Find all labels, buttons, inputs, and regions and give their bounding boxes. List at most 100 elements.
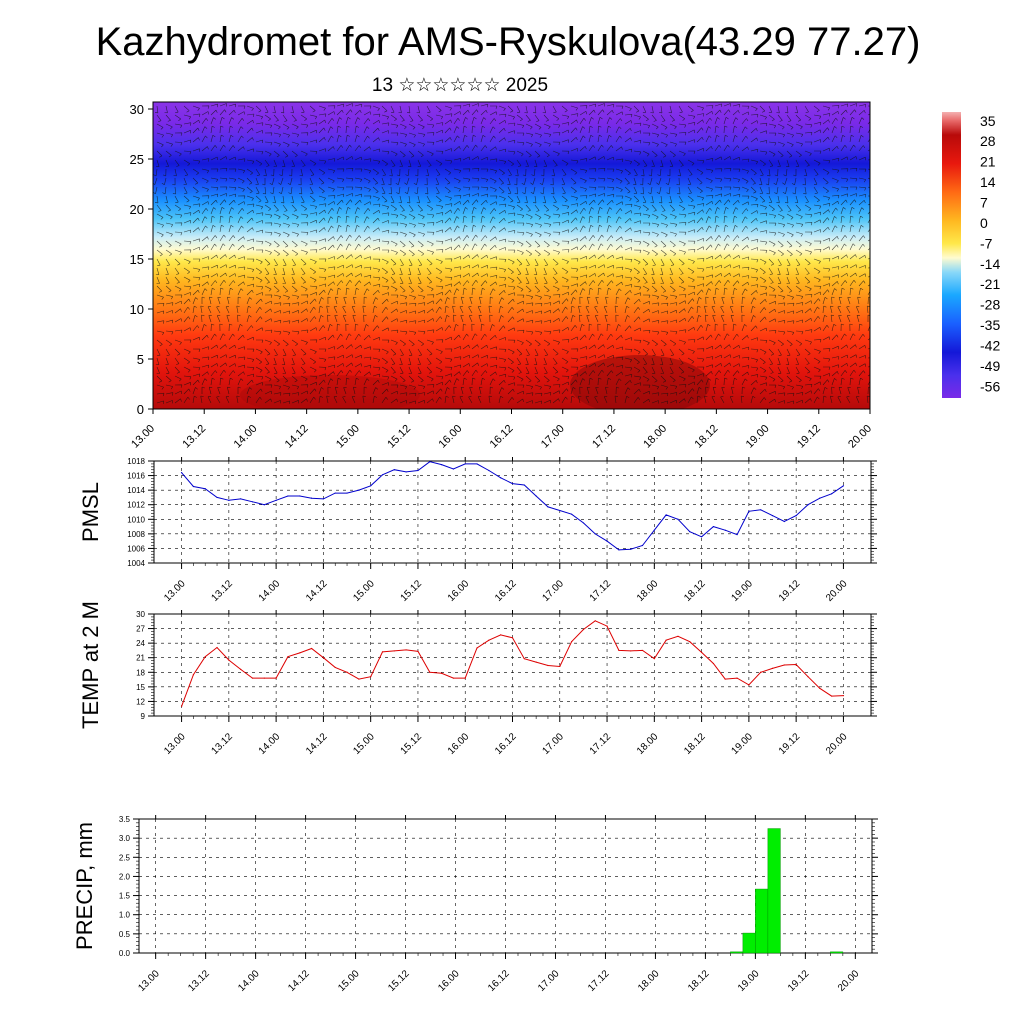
section-x-tick-label: 18.12	[693, 423, 721, 451]
temp-point	[192, 674, 194, 676]
temp-point	[748, 684, 750, 686]
temp-point	[240, 668, 242, 670]
temp-point	[405, 649, 407, 651]
section-y-tick-label: 15	[130, 252, 144, 267]
temp-point	[500, 634, 502, 636]
precip-x-tick-label: 14.12	[286, 968, 312, 994]
pmsl-y-tick-label: 1004	[127, 559, 145, 568]
temp-point	[346, 671, 348, 673]
pmsl-x-tick-label: 15.00	[351, 578, 377, 604]
pmsl-point	[334, 492, 336, 494]
temp-point	[417, 650, 419, 653]
pmsl-y-tick-label: 1012	[127, 501, 145, 510]
temp-point	[677, 635, 679, 637]
temp-x-tick-label: 19.12	[777, 731, 803, 757]
temp-point	[665, 639, 667, 641]
section-y-tick-label: 30	[130, 102, 144, 117]
pmsl-point	[275, 499, 277, 501]
section-x-tick-label: 17.00	[539, 423, 567, 451]
pmsl-panel: 1004 1006 1008 1010 1012 1014 1016 1018 13.00 13.…	[78, 457, 877, 604]
pmsl-point	[535, 495, 537, 497]
pmsl-point	[748, 510, 750, 512]
pmsl-point	[700, 536, 703, 538]
section-x-tick-label: 19.12	[795, 423, 823, 451]
pmsl-point	[511, 482, 514, 485]
temp-point	[712, 662, 715, 665]
temp-point	[594, 620, 596, 622]
pmsl-point	[287, 495, 289, 497]
pmsl-point	[641, 544, 644, 547]
precip-x-tick-label: 13.00	[136, 968, 162, 994]
temp-point	[228, 659, 230, 661]
temp-point	[582, 628, 585, 631]
temp-y-tick-label: 24	[136, 639, 145, 648]
colorbar: 35 28 21 14 7 0 -7 -14 -21 -28 -35 -42 -49 -56	[942, 112, 1000, 398]
section-x-tick-label: 17.12	[590, 423, 618, 451]
section-x-tick-label: 13.12	[180, 423, 208, 451]
temp-x-tick-label: 17.12	[588, 731, 614, 757]
temp-point	[263, 677, 265, 679]
pmsl-point	[500, 477, 502, 479]
section-y-tick-label: 25	[130, 152, 144, 167]
temp-point	[275, 677, 277, 679]
precip-x-tick-label: 16.12	[486, 968, 512, 994]
pmsl-point	[559, 509, 561, 512]
precip-x-tick-label: 19.12	[786, 968, 812, 994]
precip-y-tick-label: 0.5	[119, 930, 131, 939]
pmsl-y-tick-label: 1006	[127, 544, 145, 553]
pmsl-x-tick-label: 19.00	[730, 578, 756, 604]
colorbar-label: -7	[980, 235, 993, 251]
section-x-tick-label: 15.12	[385, 423, 413, 451]
temp-point	[287, 656, 289, 658]
pmsl-point	[381, 474, 384, 476]
temp-point	[760, 671, 762, 673]
temp-point	[736, 677, 738, 679]
section-x-tick-label: 19.00	[744, 423, 772, 451]
pmsl-x-tick-label: 13.00	[162, 578, 188, 604]
temp-point	[358, 678, 360, 680]
temp-x-tick-label: 13.00	[162, 731, 188, 757]
precip-bar	[742, 932, 756, 954]
temp-point	[653, 658, 655, 660]
temp-point	[476, 647, 478, 649]
temp-point	[842, 695, 845, 697]
colorbar-label: -28	[980, 297, 1000, 313]
section-y-tick-label: 5	[137, 352, 144, 367]
section-x-tick-label: 18.00	[641, 423, 669, 451]
pmsl-point	[842, 485, 845, 487]
precip-x-tick-label: 13.12	[186, 968, 212, 994]
pmsl-point	[630, 548, 632, 550]
pmsl-x-tick-label: 20.00	[824, 578, 850, 604]
pmsl-grid	[154, 461, 871, 563]
temp-point	[535, 661, 537, 663]
pmsl-point	[180, 472, 183, 474]
pmsl-point	[736, 533, 738, 536]
precip-bar	[767, 828, 781, 954]
section-y-tick-label: 20	[130, 202, 144, 217]
pmsl-point	[476, 463, 478, 465]
precip-y-tick-label: 2.5	[119, 853, 131, 862]
temp-y-tick-label: 21	[136, 654, 145, 663]
pmsl-point	[653, 529, 655, 531]
precip-x-tick-label: 18.12	[686, 968, 712, 994]
pmsl-x-tick-label: 18.12	[682, 578, 708, 604]
chart-subtitle: 13 ☆☆☆☆☆☆ 2025	[372, 75, 548, 96]
temp-x-tick-label: 13.12	[209, 731, 235, 757]
temp-y-tick-label: 30	[136, 610, 145, 619]
pmsl-point	[464, 463, 466, 465]
pmsl-x-tick-label: 19.12	[777, 578, 803, 604]
temp-x-tick-label: 15.00	[351, 731, 377, 757]
pmsl-point	[204, 488, 206, 490]
pmsl-y-tick-label: 1008	[127, 530, 145, 539]
pmsl-y-tick-label: 1010	[127, 515, 145, 524]
section-x-tick-label: 16.00	[436, 423, 464, 451]
temp-point	[204, 656, 206, 658]
colorbar-label: -21	[980, 276, 1000, 292]
section-x-tick-label: 14.00	[232, 423, 260, 451]
precipitation-panel: 0.0 0.5 1.0 1.5 2.0 2.5 3.0 3.5 13.00 13.12 14.00 1…	[72, 815, 878, 994]
pmsl-x-tick-label: 15.12	[399, 578, 425, 604]
pmsl-x-tick-label: 14.00	[257, 578, 283, 604]
temp-x-tick-label: 20.00	[824, 731, 850, 757]
precip-x-tick-label: 20.00	[836, 968, 862, 994]
temp-point	[807, 676, 809, 678]
